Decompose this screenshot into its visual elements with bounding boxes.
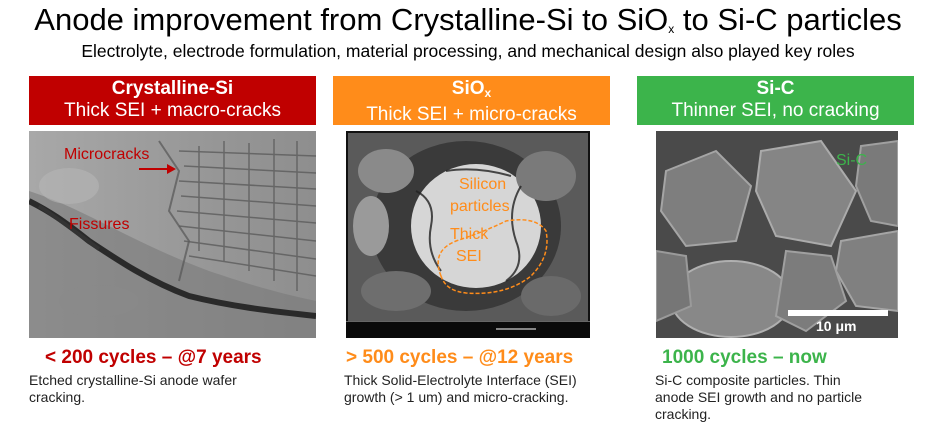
panel-title-subscript: x <box>484 86 492 100</box>
crystalline-si-image <box>29 131 316 338</box>
panel-header-si-c: Si-C Thinner SEI, no cracking <box>637 76 914 125</box>
description-crystalline-si: Etched crystalline-Si anode wafer cracki… <box>29 372 237 405</box>
page-title: Anode improvement from Crystalline-Si to… <box>0 0 936 49</box>
si-c-micrograph: Si-C 10 μm <box>656 131 898 338</box>
description-siox: Thick Solid-Electrolyte Interface (SEI) … <box>344 372 577 405</box>
title-tail: to Si-C particles <box>674 2 902 37</box>
panel-title: Crystalline-Si <box>111 78 234 99</box>
panel-title: SiOx <box>333 78 610 104</box>
fissures-label: Fissures <box>69 216 130 233</box>
thick-sei-label-line1: Thick <box>450 226 489 243</box>
description-si-c: Si-C composite particles. Thin anode SEI… <box>655 372 863 422</box>
cycles-siox: > 500 cycles – @12 years <box>346 347 574 368</box>
panel-header-crystalline-si: Crystalline-Si Thick SEI + macro-cracks <box>29 76 316 125</box>
cycles-si-c: 1000 cycles – now <box>662 347 827 368</box>
page-subtitle: Electrolyte, electrode formulation, mate… <box>81 41 855 61</box>
cycles-crystalline-si: < 200 cycles – @7 years <box>45 347 262 368</box>
panel-title-text: SiO <box>451 78 485 99</box>
title-subscript: x <box>668 22 675 36</box>
panel-subtitle: Thinner SEI, no cracking <box>671 100 880 121</box>
panel-header-siox: SiOx Thick SEI + micro-cracks <box>333 76 610 125</box>
thick-sei-label-line2: SEI <box>456 248 482 265</box>
crystalline-si-micrograph: Microcracks Fissures <box>29 131 316 338</box>
si-c-label: Si-C <box>836 152 868 169</box>
panel-subtitle: Thick SEI + macro-cracks <box>64 100 281 121</box>
silicon-label-line2: particles <box>450 198 510 215</box>
panel-subtitle: Thick SEI + micro-cracks <box>366 104 577 125</box>
silicon-label-line1: Silicon <box>459 176 507 193</box>
si-c-image <box>656 131 898 338</box>
siox-micrograph: Silicon particles Thick SEI <box>346 131 590 338</box>
microcracks-label: Microcracks <box>64 146 150 163</box>
scale-bar-label: 10 μm <box>816 318 857 334</box>
panel-title: Si-C <box>756 78 795 99</box>
siox-image <box>346 133 590 338</box>
title-text: Anode improvement from Crystalline-Si to… <box>34 2 669 37</box>
